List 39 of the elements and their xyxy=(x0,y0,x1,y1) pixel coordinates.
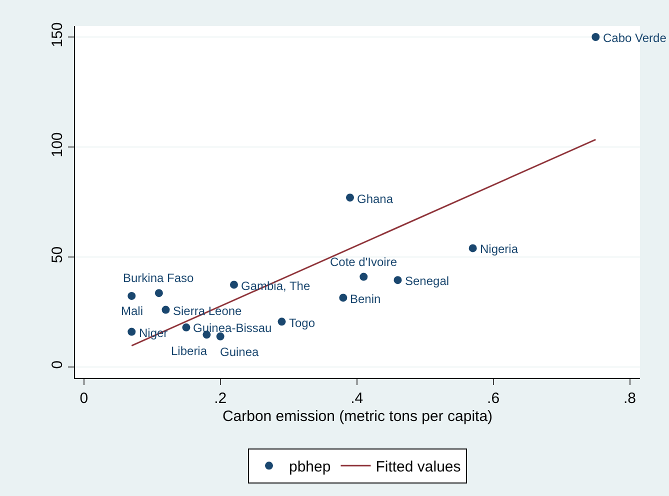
annotation: Sierra Leone xyxy=(173,304,242,318)
legend-label: Fitted values xyxy=(376,458,461,476)
x-tick-label: .4 xyxy=(350,390,364,407)
point xyxy=(360,272,368,281)
point xyxy=(162,306,170,314)
x-tick-label: 0 xyxy=(80,390,88,407)
point xyxy=(128,328,136,336)
point xyxy=(346,194,354,202)
annotation: Liberia xyxy=(171,344,208,358)
annotation: Senegal xyxy=(405,274,450,288)
y-tick-label: 0 xyxy=(49,360,66,369)
annotation: Guinea-Bissau xyxy=(193,321,272,335)
point xyxy=(128,292,136,300)
x-axis-title: Carbon emission (metric tons per capita) xyxy=(222,408,493,425)
point xyxy=(592,33,600,41)
y-tick-label: 150 xyxy=(49,22,66,48)
annotation: Guinea xyxy=(220,345,260,359)
x-tick-label: .6 xyxy=(487,390,500,407)
annotation: Nigeria xyxy=(480,242,518,256)
point xyxy=(278,318,286,326)
legend-label: pbhep xyxy=(289,458,331,476)
annotation: Burkina Faso xyxy=(123,271,194,285)
annotation: Benin xyxy=(350,292,381,306)
y-tick-label: 100 xyxy=(49,132,66,158)
annotation: Cote d'Ivoire xyxy=(330,255,398,269)
annotation: Ghana xyxy=(357,192,394,206)
x-tick-label: .8 xyxy=(624,390,636,407)
point xyxy=(216,332,224,340)
annotation: Togo xyxy=(289,316,316,330)
point xyxy=(468,244,477,252)
x-tick-label: .2 xyxy=(214,390,227,407)
y-tick-label: 50 xyxy=(49,246,66,264)
point xyxy=(394,276,402,284)
point xyxy=(339,294,348,302)
point xyxy=(230,280,238,289)
point xyxy=(154,289,163,298)
annotation: Cabo Verde xyxy=(603,31,667,45)
point xyxy=(182,323,190,332)
annotation: Mali xyxy=(121,304,144,318)
